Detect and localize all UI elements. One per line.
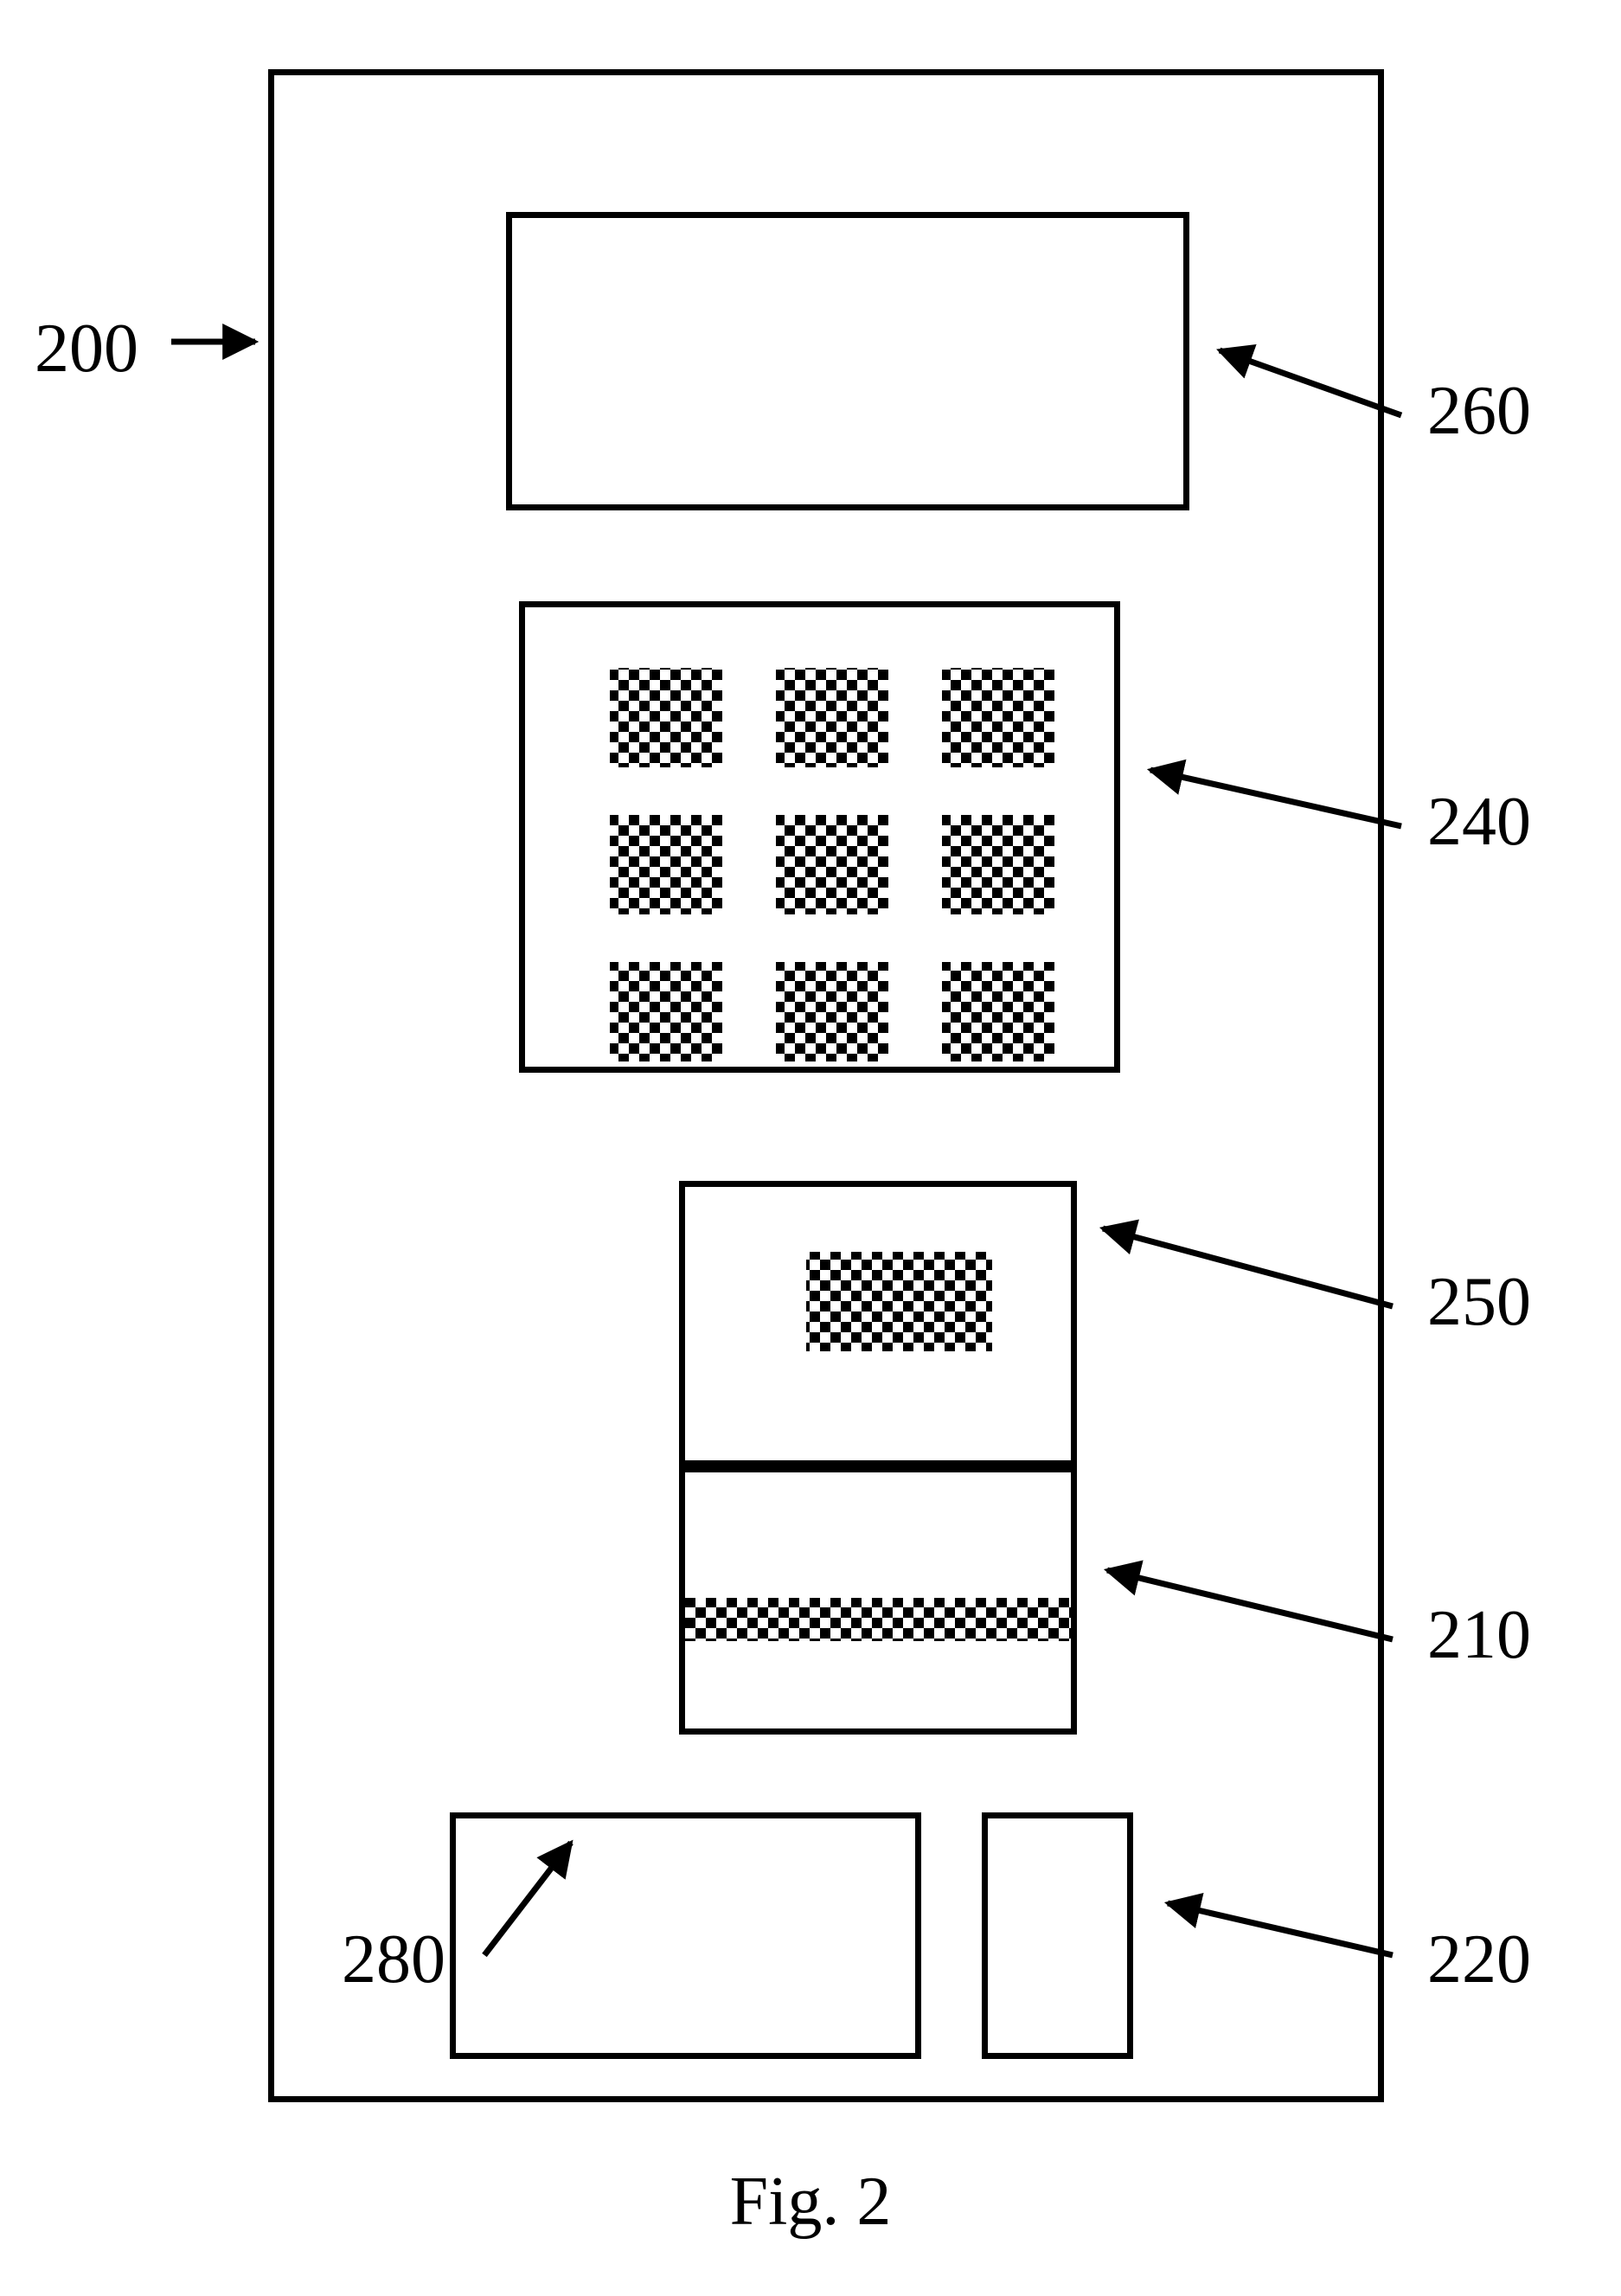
- label-210: 210: [1427, 1596, 1531, 1675]
- label-200: 200: [35, 310, 138, 388]
- label-240: 240: [1427, 783, 1531, 862]
- label-280: 280: [342, 1921, 445, 1999]
- figure-caption: Fig. 2: [0, 2163, 1621, 2241]
- arrow-280: [0, 0, 1621, 2296]
- label-220: 220: [1427, 1921, 1531, 1999]
- label-260: 260: [1427, 372, 1531, 451]
- label-250: 250: [1427, 1263, 1531, 1342]
